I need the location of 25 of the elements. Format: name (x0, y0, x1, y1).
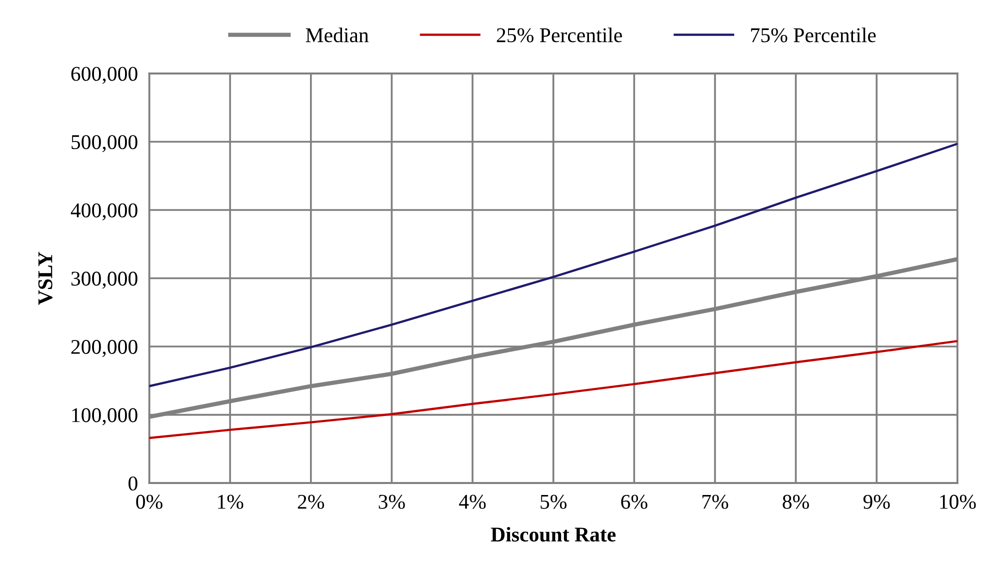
x-tick-label: 0% (136, 494, 162, 509)
x-axis-title: Discount Rate (490, 526, 616, 542)
y-axis-title: VSLY (38, 252, 52, 305)
y-tick-label: 200,000 (71, 340, 138, 357)
x-tick-label: 1% (218, 494, 244, 509)
x-tick-label: 6% (621, 494, 648, 509)
line-series (149, 142, 958, 388)
legend-label: Median (306, 28, 369, 42)
y-tick-label: 100,000 (72, 408, 138, 426)
y-tick-label: 400,000 (70, 203, 138, 220)
y-tick-label: 600,000 (71, 66, 138, 84)
line-series (149, 340, 958, 440)
x-tick-label: 5% (540, 494, 567, 509)
y-tick-label: 0 (128, 476, 138, 491)
x-tick-label: 2% (298, 494, 324, 509)
x-tick-label: 9% (863, 494, 890, 509)
legend-label: 75% Percentile (751, 28, 876, 42)
y-tick-label: 300,000 (71, 272, 138, 289)
x-tick-label: 3% (378, 494, 405, 509)
legend-label: 25% Percentile (496, 28, 622, 42)
x-tick-label: 8% (782, 494, 809, 509)
x-tick-label: 4% (459, 494, 486, 509)
x-tick-label: 7% (702, 494, 728, 509)
y-tick-label: 500,000 (72, 135, 138, 152)
x-tick-label: 10% (940, 494, 976, 509)
